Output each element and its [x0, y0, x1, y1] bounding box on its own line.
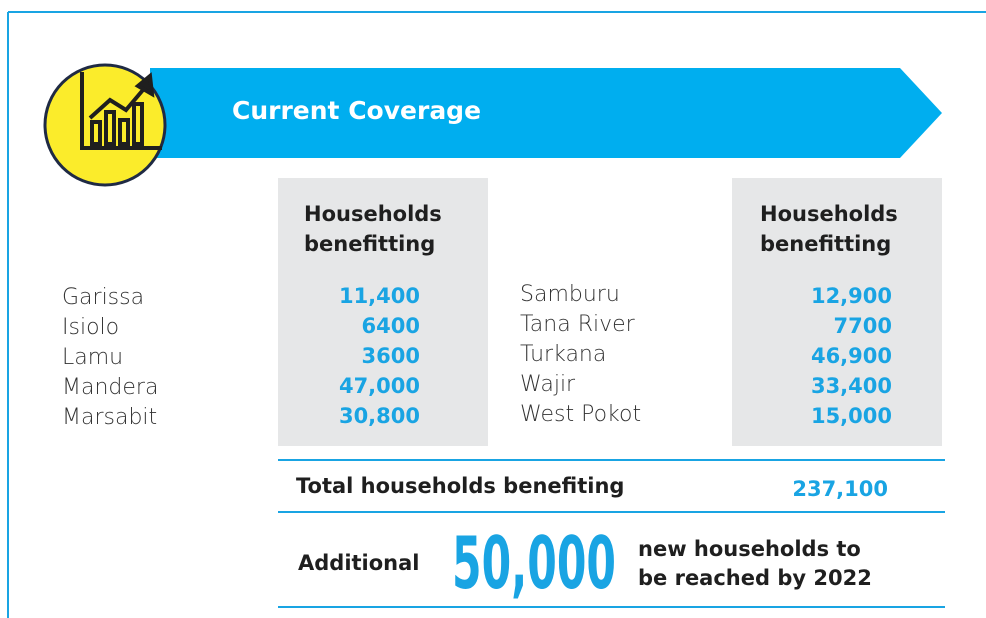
banner — [150, 68, 942, 158]
region-value: 33,400 — [811, 374, 892, 398]
region-value: 7700 — [834, 314, 892, 338]
region-value: 12,900 — [811, 284, 892, 308]
column-header: benefitting — [304, 232, 435, 256]
column-header: benefitting — [760, 232, 891, 256]
additional-prefix: Additional — [298, 551, 420, 575]
region-value: 6400 — [362, 314, 420, 338]
additional-number: 50,000 — [452, 521, 616, 605]
total-label: Total households benefiting — [296, 474, 624, 498]
region-value: 30,800 — [339, 404, 420, 428]
region-name: Lamu — [62, 345, 123, 370]
region-value: 46,900 — [811, 344, 892, 368]
region-name: Wajir — [520, 372, 576, 397]
region-name: Isiolo — [62, 315, 119, 340]
chart-icon — [80, 72, 162, 150]
region-name: Samburu — [520, 282, 620, 307]
additional-text: new households to — [638, 537, 861, 561]
region-name: Garissa — [62, 285, 144, 310]
region-name: Mandera — [62, 375, 158, 400]
region-name: Marsabit — [62, 405, 157, 430]
region-value: 3600 — [362, 344, 420, 368]
total-value: 237,100 — [792, 477, 888, 501]
additional-text: be reached by 2022 — [638, 566, 872, 590]
region-name: Turkana — [520, 342, 606, 367]
region-value: 47,000 — [339, 374, 420, 398]
column-header: Households — [760, 202, 898, 226]
column-bg — [278, 178, 488, 446]
region-name: Tana River — [520, 312, 636, 337]
region-value: 11,400 — [339, 284, 420, 308]
column-bg — [732, 178, 942, 446]
region-value: 15,000 — [811, 404, 892, 428]
column-header: Households — [304, 202, 442, 226]
region-name: West Pokot — [520, 402, 641, 427]
title: Current Coverage — [232, 96, 481, 125]
